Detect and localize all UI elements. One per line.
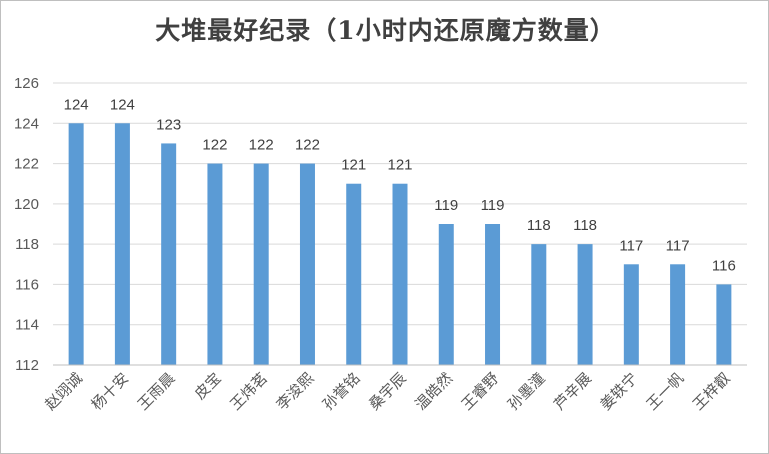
bar bbox=[299, 163, 315, 365]
y-tick-label: 112 bbox=[15, 357, 39, 374]
x-category-label: 王雨晨 bbox=[134, 369, 179, 414]
data-label: 119 bbox=[434, 197, 458, 214]
bar bbox=[253, 163, 269, 365]
x-category-label: 孙誉铭 bbox=[319, 369, 364, 414]
data-label: 122 bbox=[202, 137, 227, 154]
bar bbox=[485, 224, 501, 365]
data-label: 117 bbox=[619, 237, 643, 254]
x-category-label: 芦辛展 bbox=[550, 369, 595, 414]
bar bbox=[716, 284, 732, 365]
x-category-label: 王梓叡 bbox=[689, 369, 734, 414]
x-category-label: 李浚熙 bbox=[273, 369, 318, 414]
y-tick-label: 120 bbox=[14, 196, 39, 213]
data-label: 124 bbox=[64, 96, 89, 113]
x-category-label: 姜轶宁 bbox=[597, 369, 642, 414]
data-label: 121 bbox=[387, 157, 412, 174]
bar bbox=[346, 183, 362, 365]
bar bbox=[392, 183, 408, 365]
x-category-label: 王睿野 bbox=[458, 369, 503, 414]
x-category-label: 杨十安 bbox=[88, 369, 133, 414]
bar bbox=[438, 224, 454, 365]
data-label: 118 bbox=[573, 217, 597, 234]
y-tick-label: 124 bbox=[14, 115, 39, 132]
bar bbox=[161, 143, 177, 365]
bar bbox=[207, 163, 223, 365]
bar bbox=[670, 264, 686, 365]
data-label: 119 bbox=[481, 197, 505, 214]
bar bbox=[577, 244, 593, 365]
data-label: 122 bbox=[249, 137, 274, 154]
data-label: 118 bbox=[527, 217, 551, 234]
y-tick-label: 116 bbox=[15, 276, 39, 293]
y-tick-label: 114 bbox=[15, 317, 39, 334]
y-tick-label: 126 bbox=[14, 75, 39, 92]
data-label: 117 bbox=[666, 237, 690, 254]
data-label: 116 bbox=[712, 257, 736, 274]
data-label: 121 bbox=[341, 157, 366, 174]
y-tick-label: 118 bbox=[15, 236, 39, 253]
chart-title: 大堆最好纪录（1小时内还原魔方数量） bbox=[155, 16, 616, 45]
bar bbox=[68, 123, 84, 366]
data-label: 124 bbox=[110, 96, 135, 113]
y-tick-label: 122 bbox=[14, 156, 39, 173]
bar bbox=[623, 264, 639, 365]
bar bbox=[531, 244, 547, 365]
data-label: 123 bbox=[156, 116, 181, 133]
x-category-label: 王一帆 bbox=[643, 369, 688, 414]
x-category-label: 桑宇辰 bbox=[365, 369, 410, 414]
x-category-label: 皮宝 bbox=[191, 369, 225, 403]
x-category-label: 孙墨潼 bbox=[504, 369, 549, 414]
x-category-label: 温皓然 bbox=[412, 369, 457, 414]
x-category-label: 赵翊诚 bbox=[41, 369, 86, 414]
data-label: 122 bbox=[295, 137, 320, 154]
x-category-label: 王炜茗 bbox=[226, 369, 271, 414]
bar bbox=[114, 123, 130, 366]
